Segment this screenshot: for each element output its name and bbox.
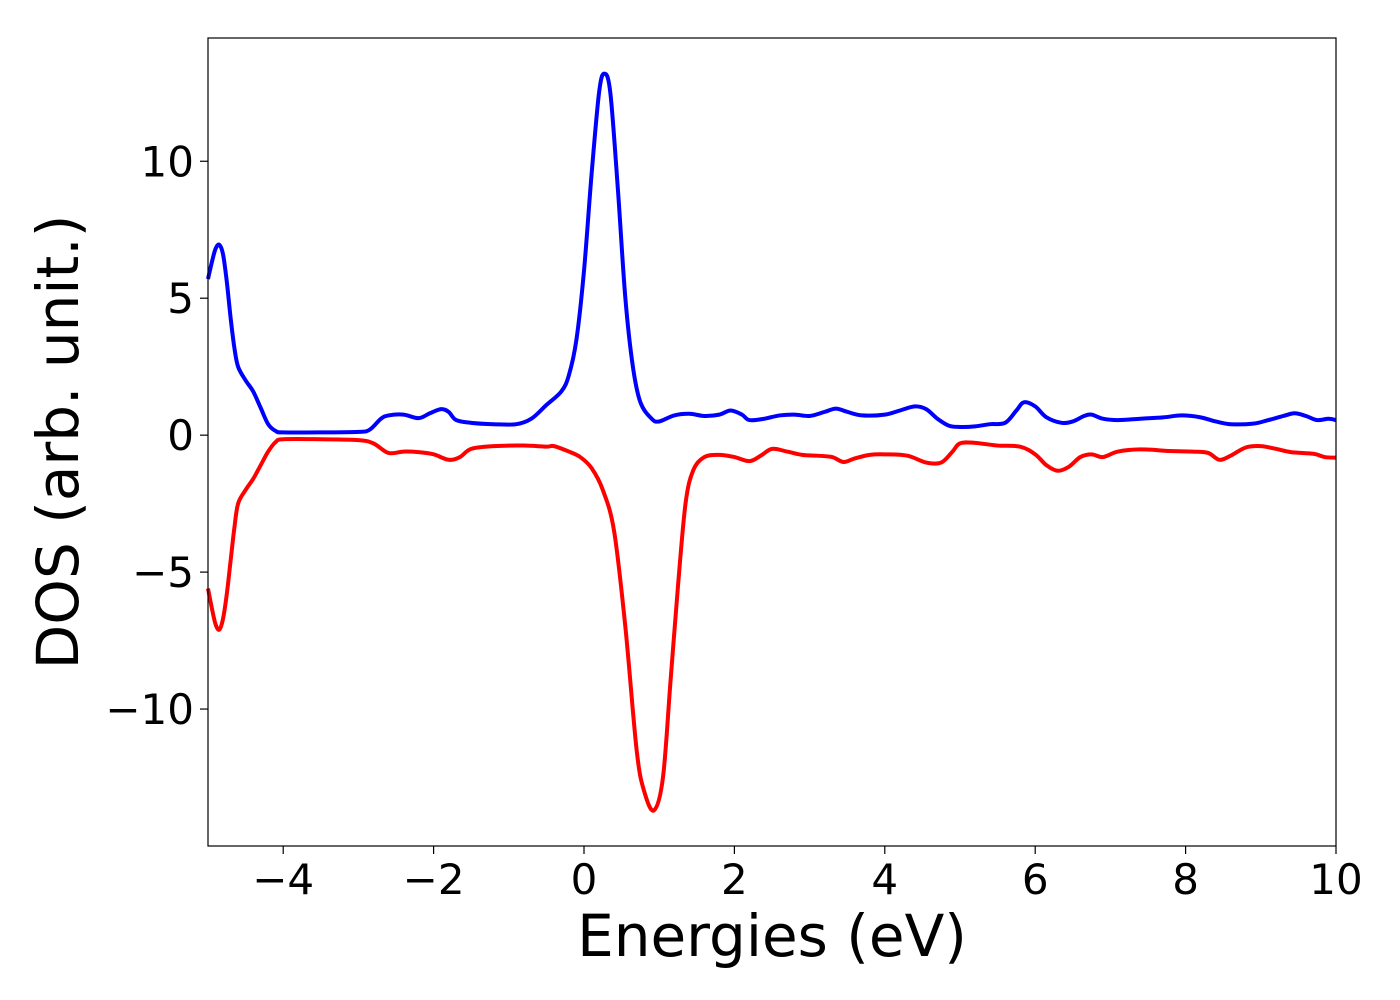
x-tick-label: 8 — [1172, 855, 1199, 904]
x-axis-label: Energies (eV) — [577, 902, 967, 970]
y-tick-label: −10 — [105, 685, 194, 734]
y-tick-label: 5 — [167, 274, 194, 323]
y-axis-ticks: −10 −5 0 5 10 — [105, 137, 208, 734]
x-tick-label: −4 — [252, 855, 314, 904]
y-tick-label: 10 — [141, 137, 194, 186]
x-tick-label: 0 — [571, 855, 598, 904]
plot-frame — [207, 37, 1337, 847]
series-line-1 — [206, 71, 1337, 435]
series-layer — [206, 71, 1337, 813]
x-axis-ticks: −4 −2 0 2 4 6 8 10 — [252, 846, 1363, 904]
y-axis-label: DOS (arb. unit.) — [24, 215, 92, 670]
y-tick-label: 0 — [167, 411, 194, 460]
x-tick-label: 10 — [1309, 855, 1362, 904]
x-tick-label: 2 — [721, 855, 748, 904]
x-tick-label: 6 — [1022, 855, 1049, 904]
series-line-2 — [206, 437, 1337, 813]
x-tick-label: 4 — [871, 855, 898, 904]
x-tick-label: −2 — [403, 855, 465, 904]
y-tick-label: −5 — [132, 548, 194, 597]
